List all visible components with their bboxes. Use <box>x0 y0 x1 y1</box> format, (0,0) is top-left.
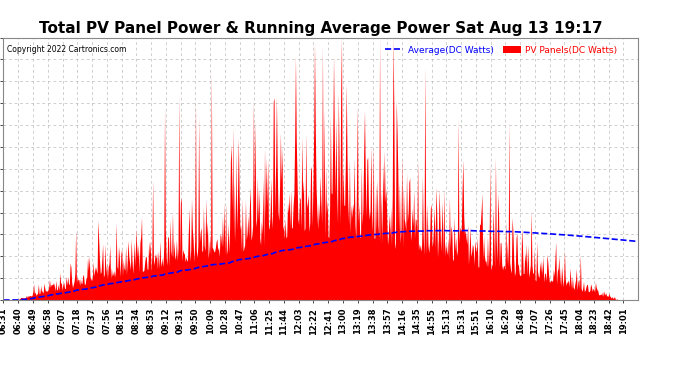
Legend: Average(DC Watts), PV Panels(DC Watts): Average(DC Watts), PV Panels(DC Watts) <box>382 42 621 58</box>
Text: Copyright 2022 Cartronics.com: Copyright 2022 Cartronics.com <box>7 45 126 54</box>
Title: Total PV Panel Power & Running Average Power Sat Aug 13 19:17: Total PV Panel Power & Running Average P… <box>39 21 602 36</box>
